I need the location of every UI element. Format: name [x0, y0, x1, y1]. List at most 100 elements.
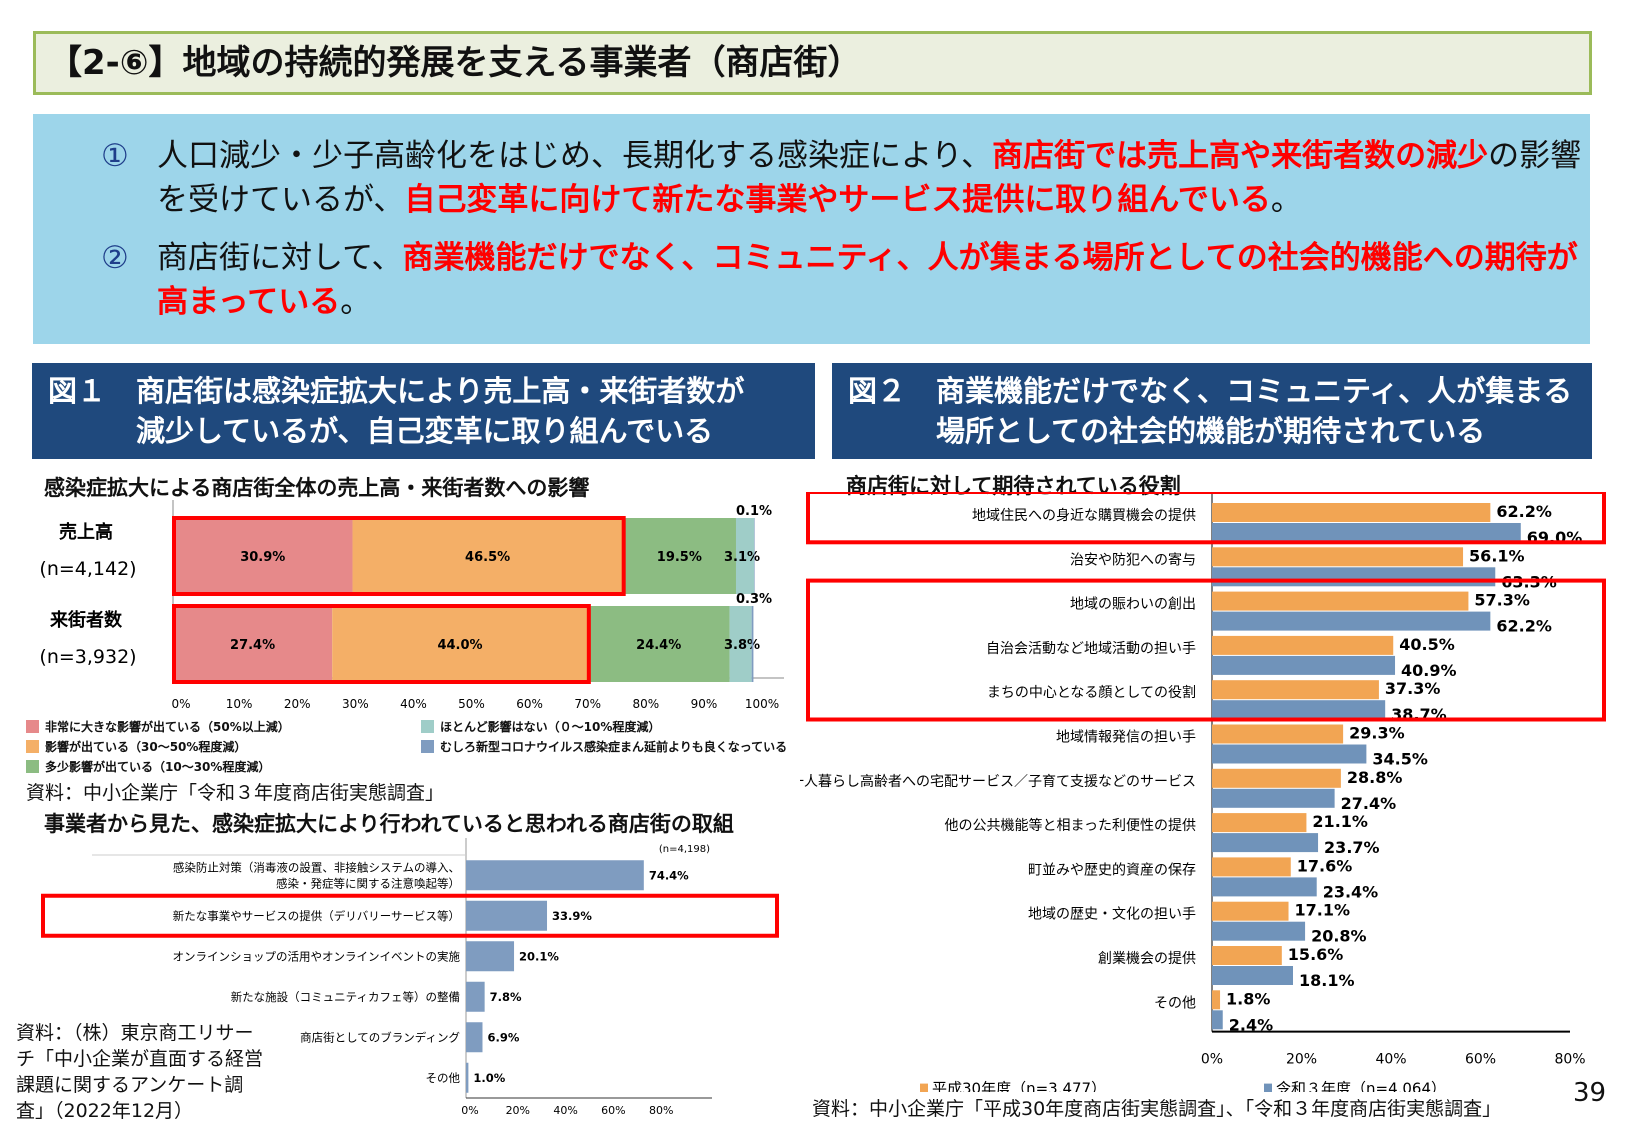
x-tick-label: 20%: [284, 697, 311, 711]
bar-segment: [754, 518, 755, 594]
category-label: 来街者数: [49, 609, 123, 631]
x-tick-label: 0%: [1201, 1052, 1223, 1068]
summary-box: ① 人口減少・少子高齢化をはじめ、長期化する感染症により、商店街では売上高や来街者…: [33, 114, 1590, 344]
chart2-title: 事業者から見た、感染症拡大により行われていると思われる商店街の取組: [44, 812, 734, 836]
x-tick-label: 70%: [574, 697, 601, 711]
x-tick-label: 60%: [516, 697, 543, 711]
figure1-caption-line1: 商店街は感染症拡大により売上高・来街者数が: [136, 374, 745, 408]
bar: [1212, 635, 1394, 655]
bar: [1212, 523, 1521, 542]
x-tick-label: 50%: [458, 697, 485, 711]
summary-point: ② 商店街に対して、商業機能だけでなく、コミュニティ、人が集まる場所としての社会的…: [101, 236, 1590, 324]
x-tick-label: 80%: [1554, 1052, 1585, 1068]
bar-segment: [352, 518, 623, 594]
summary-text: の影響を受けているが、: [157, 138, 1582, 218]
bar: [1212, 503, 1491, 522]
summary-text: 人口減少・少子高齢化をはじめ、長期化する感染症により、: [157, 138, 993, 174]
bar: [1212, 788, 1335, 808]
data-label: 46.5%: [465, 550, 510, 565]
legend-item: 多少影響が出ている（10～30%程度減）: [26, 758, 270, 775]
data-label: 27.4%: [1341, 794, 1397, 813]
bar: [1212, 813, 1307, 833]
category-label: 感染・発症等に関する注意喚起等）: [276, 876, 460, 890]
legend-swatch: [26, 760, 39, 773]
bar: [466, 860, 644, 891]
data-label: 6.9%: [487, 1030, 519, 1044]
chart-note: (n=4,198): [659, 844, 710, 855]
highlight-box: [172, 516, 626, 596]
data-label: 44.0%: [437, 638, 482, 653]
category-label: 地域の賑わいの創出: [1070, 597, 1196, 613]
category-label: 新たな施設（コミュニティカフェ等）の整備: [231, 990, 460, 1004]
data-label: 34.5%: [1372, 750, 1428, 769]
data-label: 62.2%: [1496, 617, 1552, 636]
bar: [1212, 990, 1221, 1010]
bar: [466, 941, 515, 972]
bar-segment: [173, 518, 353, 594]
data-label: 21.1%: [1312, 812, 1368, 831]
bar-segment: [587, 606, 730, 682]
category-label: 自治会活動など地域活動の担い手: [986, 641, 1196, 657]
chart1-stacked-bar: 売上高 (n=4,142) 30.9% 46.5% 19.5% 3.1% 0.1% 来街者数 (…: [39, 500, 784, 711]
x-tick-label: 60%: [1465, 1052, 1496, 1068]
category-label: その他: [426, 1071, 461, 1085]
legend-label: 影響が出ている（30～50%程度減）: [45, 740, 247, 754]
x-tick-label: 60%: [601, 1104, 625, 1117]
bar: [1212, 724, 1344, 744]
legend-item: むしろ新型コロナウイルス感染症まん延前よりも良くなっている: [421, 738, 787, 755]
x-tick-label: 20%: [506, 1104, 530, 1117]
data-label: 74.4%: [649, 868, 689, 882]
bar: [1212, 611, 1491, 631]
category-label: 創業機会の提供: [1098, 951, 1196, 967]
category-label: その他: [1154, 995, 1196, 1011]
legend-swatch: [1264, 1083, 1272, 1092]
bar: [1212, 744, 1367, 764]
bar-segment: [729, 606, 752, 682]
data-label: 29.3%: [1349, 724, 1405, 743]
page-number: 39: [1573, 1078, 1607, 1108]
category-label: 地域の歴史・文化の担い手: [1028, 907, 1196, 923]
highlighted-text: 自己変革に向けて新たな事業やサービス提供に取り組んでいる: [404, 182, 1271, 218]
chart1-source: 資料：中小企業庁「令和３年度商店街実態調査」: [26, 782, 445, 804]
data-label: 30.9%: [240, 550, 285, 565]
data-label: 62.2%: [1496, 502, 1552, 521]
category-label: 新たな事業やサービスの提供（デリバリーサービス等）: [173, 909, 460, 923]
data-label: 18.1%: [1299, 971, 1355, 990]
legend-swatch: [421, 740, 434, 753]
data-label: 17.1%: [1295, 901, 1351, 920]
legend-label: 平成30年度（n=3,477）: [932, 1080, 1106, 1092]
category-label: 地域情報発信の担い手: [1056, 730, 1196, 746]
bar: [1212, 547, 1464, 567]
legend-item: 非常に大きな影響が出ている（50%以上減）: [26, 718, 290, 735]
chart2-source: 資料：（株）東京商工リサーチ「中小企業が直面する経営課題に関するアンケート調査」…: [16, 1022, 264, 1122]
legend-label: 令和３年度（n=4,064）: [1276, 1080, 1446, 1092]
data-label: 2.4%: [1229, 1015, 1273, 1034]
x-tick-label: 80%: [632, 697, 659, 711]
data-label: 15.6%: [1288, 945, 1344, 964]
legend-swatch: [421, 720, 434, 733]
data-label: 33.9%: [552, 909, 592, 923]
point-number: ①: [101, 138, 129, 174]
category-label: オンラインショップの活用やオンラインイベントの実施: [173, 949, 461, 963]
figure1-header: 図１ 商店街は感染症拡大により売上高・来街者数が 減少しているが、自己変革に取り…: [32, 363, 815, 459]
category-n: (n=3,932): [39, 646, 136, 668]
data-label: 0.3%: [736, 592, 772, 607]
bar: [1212, 591, 1469, 611]
data-label: 24.4%: [636, 638, 681, 653]
data-label: 57.3%: [1474, 591, 1530, 610]
data-label: 23.4%: [1323, 882, 1379, 901]
x-tick-label: 100%: [745, 697, 779, 711]
summary-text: 。: [1270, 182, 1302, 218]
category-label: 治安や防犯への寄与: [1070, 551, 1196, 568]
bar-segment: [751, 606, 754, 682]
data-label: 28.8%: [1347, 768, 1403, 787]
bar: [1212, 768, 1341, 788]
x-tick-label: 0%: [461, 1104, 478, 1117]
data-label: 20.1%: [519, 949, 559, 963]
figure2-caption-line2: 場所としての社会的機能が期待されている: [936, 414, 1486, 448]
x-tick-label: 40%: [400, 697, 427, 711]
x-tick-label: 40%: [553, 1104, 577, 1117]
legend-item: ほとんど影響はない（０～10%程度減）: [421, 718, 660, 735]
data-label: 40.9%: [1401, 661, 1457, 680]
highlight-box: [172, 604, 591, 684]
